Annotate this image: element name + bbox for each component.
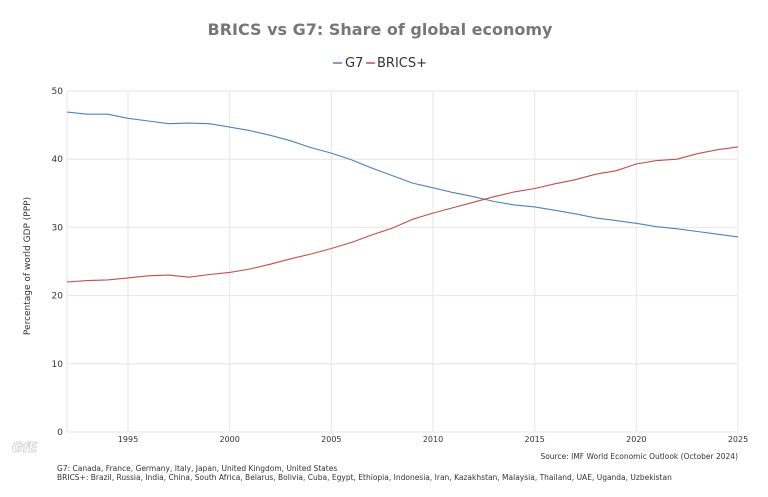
- source-note: Source: IMF World Economic Outlook (Octo…: [540, 452, 738, 461]
- x-tick-label: 2015: [524, 435, 544, 444]
- footnote-g7: G7: Canada, France, Germany, Italy, Japa…: [57, 464, 337, 473]
- legend: G7 BRICS+: [333, 56, 427, 71]
- x-tick-label: 2005: [321, 435, 341, 444]
- x-tick-label: 2020: [626, 435, 646, 444]
- x-tick-label: 1995: [118, 435, 138, 444]
- y-tick-label: 20: [52, 292, 64, 302]
- y-tick-label: 40: [52, 155, 64, 165]
- y-axis-label: Percentage of world GDP (PPP): [23, 197, 33, 335]
- series-lines: [66, 111, 739, 283]
- y-tick-label: 50: [52, 87, 64, 97]
- chart-title: BRICS vs G7: Share of global economy: [208, 20, 554, 39]
- series-line-brics: [66, 146, 739, 283]
- x-tick-label: 2010: [423, 435, 443, 444]
- footnote-brics: BRICS+: Brazil, Russia, India, China, So…: [57, 473, 672, 482]
- legend-label-g7: G7: [345, 56, 363, 71]
- x-tick-label: 2025: [728, 435, 748, 444]
- y-tick-label: 10: [52, 360, 64, 370]
- y-tick-label: 30: [52, 223, 64, 233]
- x-tick-label: 2000: [219, 435, 239, 444]
- grid: [66, 90, 739, 433]
- x-axis-ticks: 1995 2000 2005 2010 2015 2020 2025: [118, 435, 748, 444]
- plot-border: [66, 90, 739, 433]
- legend-label-brics: BRICS+: [377, 56, 427, 71]
- y-tick-label: 0: [57, 428, 63, 438]
- gfe-logo: GfE: [12, 441, 37, 456]
- y-axis-ticks: 0 10 20 30 40 50: [52, 87, 64, 438]
- series-line-g7: [66, 111, 739, 238]
